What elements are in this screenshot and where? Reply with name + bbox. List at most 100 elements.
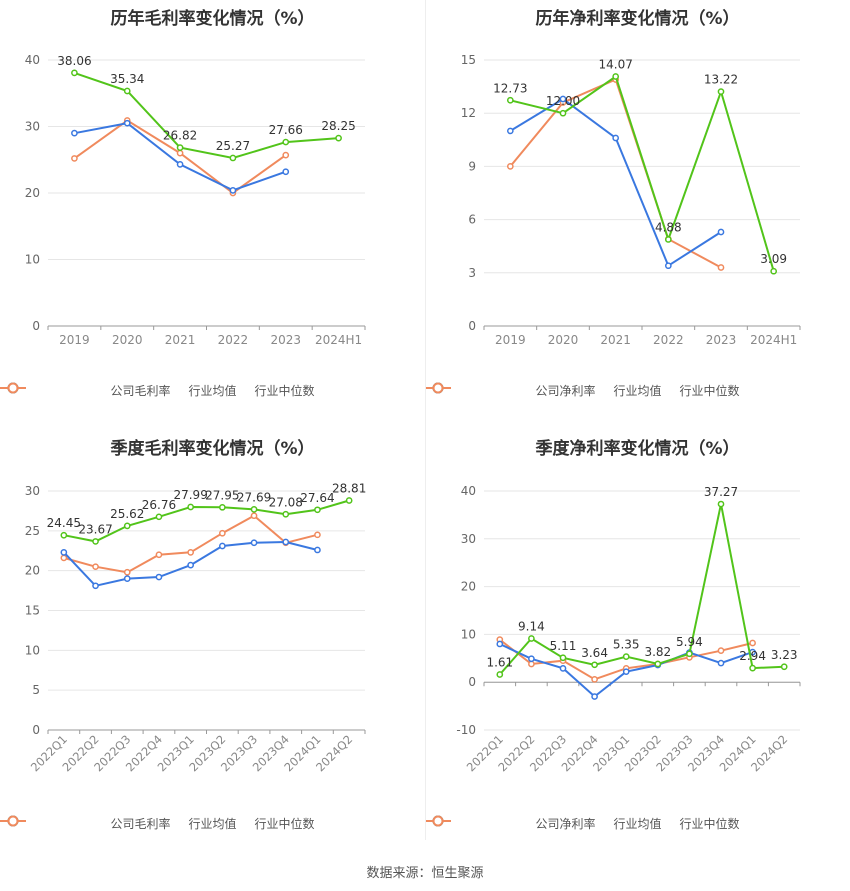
legend-item-avg[interactable]: 行业均值 — [0, 815, 237, 832]
legend-item-company[interactable]: 公司净利率 — [425, 815, 596, 832]
legend-item-median[interactable]: 行业中位数 — [425, 815, 740, 832]
data-point-company — [71, 69, 78, 77]
y-tick-label: 0 — [468, 319, 476, 333]
data-point-company — [176, 144, 184, 151]
annual-gross-margin-chart: 历年毛利率变化情况（%） 0 10 20 30 40 2019 2020 2021 2022 20… — [0, 0, 425, 430]
legend-label: 公司净利率 — [535, 384, 596, 398]
chart-title: 季度净利率变化情况（%） — [535, 439, 740, 459]
legend-item-avg[interactable]: 行业均值 — [0, 382, 237, 399]
data-point-median — [187, 548, 194, 556]
data-point-avg — [664, 262, 672, 270]
legend-item-median[interactable]: 行业中位数 — [425, 382, 740, 399]
legend-marker-dot — [432, 382, 444, 394]
data-point-avg — [717, 228, 725, 236]
y-tick-label: 40 — [25, 53, 40, 67]
data-point-avg — [559, 95, 567, 103]
data-point-company — [345, 497, 353, 504]
data-point-company — [770, 267, 778, 275]
data-label: 28.25 — [321, 119, 355, 133]
legend-item-avg[interactable]: 行业均值 — [425, 382, 662, 399]
data-point-avg — [92, 582, 99, 590]
legend-marker-icon — [0, 382, 26, 394]
chart-legend: 公司净利率 行业均值 行业中位数 — [425, 815, 850, 832]
data-point-company — [749, 664, 756, 672]
data-point-company — [92, 538, 99, 545]
legend-marker-dot — [7, 382, 19, 394]
legend-label: 公司毛利率 — [110, 817, 171, 831]
legend-item-company[interactable]: 公司净利率 — [425, 382, 596, 399]
y-tick-label: 20 — [25, 186, 40, 200]
x-tick-label: 2020 — [112, 333, 143, 347]
data-point-avg — [282, 168, 290, 176]
data-point-median — [717, 647, 725, 655]
data-point-median — [717, 264, 725, 271]
data-point-avg — [71, 129, 78, 137]
x-tick-label: 2020 — [548, 333, 579, 347]
chart-title: 历年净利率变化情况（%） — [535, 9, 740, 29]
data-point-company — [559, 654, 567, 662]
x-tick-label: 2023 — [706, 333, 737, 347]
y-tick-label: 5 — [32, 683, 40, 697]
legend-item-median[interactable]: 行业中位数 — [0, 815, 315, 832]
data-label: 27.08 — [269, 495, 303, 509]
data-point-company — [187, 503, 194, 511]
y-tick-label: 0 — [32, 723, 40, 737]
y-tick-label: 30 — [25, 484, 40, 498]
legend-label: 行业中位数 — [254, 817, 315, 831]
legend-label: 行业中位数 — [254, 384, 315, 398]
legend-marker-icon — [425, 815, 451, 827]
data-label: 25.62 — [110, 507, 144, 521]
legend-item-company[interactable]: 公司毛利率 — [0, 815, 171, 832]
data-point-avg — [60, 548, 68, 556]
legend-label: 行业均值 — [188, 384, 237, 398]
data-point-company — [506, 96, 514, 104]
data-point-median — [92, 563, 99, 571]
data-label: 26.82 — [163, 129, 197, 143]
y-tick-label: 20 — [25, 564, 40, 578]
data-label: 28.81 — [332, 481, 366, 495]
legend-marker-dot — [7, 815, 19, 827]
data-point-company — [559, 109, 567, 117]
legend-label: 公司净利率 — [535, 817, 596, 831]
quarterly-net-margin-chart: 季度净利率变化情况（%） -10 0 10 20 30 40 2022Q1 2022Q2 202… — [425, 430, 850, 860]
data-label: 2.94 — [739, 649, 766, 663]
data-label: 27.66 — [269, 123, 303, 137]
data-point-company — [219, 503, 226, 511]
y-tick-label: 12 — [461, 106, 476, 120]
data-point-avg — [496, 640, 504, 648]
y-tick-label: 0 — [468, 675, 476, 689]
data-label: 27.99 — [173, 488, 207, 502]
data-point-avg — [612, 134, 620, 142]
chart-plot: 0 3 6 9 12 15 2019 2020 2021 2022 2023 2024H1 12.73 1… — [461, 53, 801, 347]
data-label: 38.06 — [57, 54, 91, 68]
x-tick-label: 2022 — [218, 333, 249, 347]
legend-marker-dot — [432, 815, 444, 827]
data-point-avg — [155, 573, 163, 581]
data-label: 1.61 — [486, 656, 513, 670]
data-label: 5.11 — [550, 639, 577, 653]
data-point-company — [664, 236, 672, 243]
chart-legend: 公司毛利率 行业均值 行业中位数 — [0, 815, 425, 832]
data-point-median — [528, 660, 535, 668]
data-label: 27.95 — [205, 488, 239, 502]
data-label: 13.22 — [704, 73, 738, 87]
legend-item-median[interactable]: 行业中位数 — [0, 382, 315, 399]
legend-item-company[interactable]: 公司毛利率 — [0, 382, 170, 399]
data-point-median — [314, 531, 321, 539]
data-point-company — [250, 506, 258, 513]
x-tick-label: 2023 — [270, 333, 301, 347]
data-label: 3.23 — [771, 648, 798, 662]
data-point-company — [335, 134, 342, 142]
x-tick-label: 2024H1 — [750, 333, 797, 347]
data-point-avg — [176, 161, 184, 168]
y-tick-label: 3 — [468, 266, 476, 280]
data-label: 5.94 — [676, 635, 703, 649]
data-point-median — [219, 529, 226, 537]
data-point-avg — [123, 575, 131, 582]
chart-legend: 公司毛利率 行业均值 行业中位数 — [0, 382, 425, 399]
legend-item-avg[interactable]: 行业均值 — [425, 815, 662, 832]
data-point-avg — [717, 659, 725, 667]
chart-title: 历年毛利率变化情况（%） — [110, 9, 315, 29]
legend-label: 行业均值 — [613, 817, 662, 831]
data-point-company — [717, 500, 725, 508]
